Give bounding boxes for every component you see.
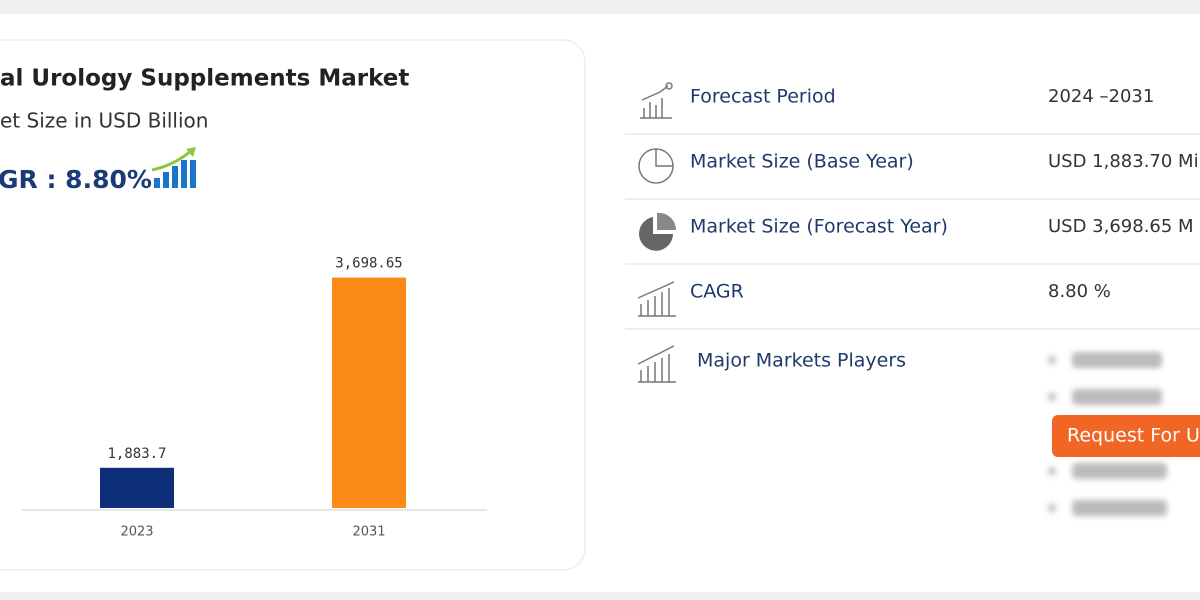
- top-bar: [0, 0, 1200, 14]
- x-tick-label: 2023: [120, 525, 153, 540]
- blurred-players: [1048, 352, 1167, 516]
- value-label: 3,698.65: [335, 256, 402, 272]
- bar: [100, 467, 174, 508]
- players-label: Major Markets Players: [697, 350, 906, 372]
- row-value: 8.80 %: [1048, 281, 1111, 302]
- value-label: 1,883.7: [107, 446, 166, 462]
- row-label: Forecast Period: [690, 86, 836, 108]
- row-value: USD 3,698.65 M: [1048, 216, 1194, 237]
- chart-card: [0, 39, 586, 571]
- request-button[interactable]: [1052, 415, 1200, 457]
- row-value: USD 1,883.70 Mi: [1048, 151, 1199, 172]
- row-value: 2024 –2031: [1048, 86, 1154, 107]
- chart-subtitle: et Size in USD Billion: [0, 109, 208, 133]
- row-label: Market Size (Forecast Year): [690, 216, 948, 238]
- chart-title: al Urology Supplements Market: [0, 66, 409, 92]
- row-label: Market Size (Base Year): [690, 151, 914, 173]
- table-icons: [637, 82, 677, 383]
- growth-icon: [151, 147, 196, 188]
- bar: [332, 277, 406, 508]
- x-tick-label: 2031: [352, 525, 385, 540]
- row-label: CAGR: [690, 281, 744, 303]
- request-button-text[interactable]: Request For U: [1067, 425, 1200, 447]
- cagr-annotation: GR : 8.80%: [0, 165, 152, 194]
- bottom-bar: [0, 592, 1200, 600]
